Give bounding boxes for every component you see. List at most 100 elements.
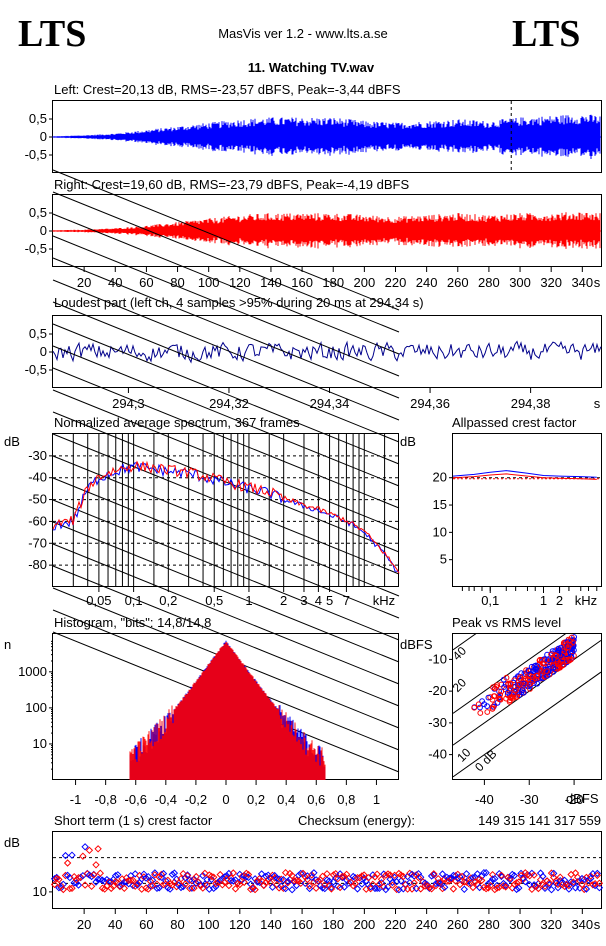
- histogram-ytick-label: 1000: [18, 664, 47, 679]
- short-term-crest-point: [94, 845, 102, 853]
- peak-rms-point: [477, 704, 483, 711]
- short-term-crest-point: [578, 880, 586, 889]
- short-term-crest-point: [251, 885, 259, 894]
- spectrum-series-right: [52, 460, 400, 574]
- short-term-crest-point: [355, 874, 364, 882]
- spectrum-ylabel: dB: [4, 434, 20, 449]
- right-waveform-xtick-label: 160: [291, 275, 313, 290]
- right-waveform-xunit: s: [594, 275, 601, 290]
- peak-rms-point: [571, 652, 577, 659]
- short-term-crest-xtick-label: 320: [540, 917, 562, 932]
- short-term-crest-point: [116, 882, 124, 890]
- short-term-crest-point: [155, 873, 163, 881]
- short-term-crest-point: [358, 880, 366, 888]
- short-term-crest-point: [222, 871, 231, 880]
- short-term-crest-point: [199, 871, 207, 880]
- short-term-crest-point: [595, 879, 604, 887]
- short-term-crest-point: [416, 885, 425, 893]
- short-term-crest-point: [120, 884, 129, 893]
- short-term-crest-point: [281, 868, 290, 877]
- short-term-crest-xtick-label: 240: [416, 917, 438, 932]
- spectrum-slope-line: [52, 477, 400, 619]
- short-term-crest-point: [371, 873, 379, 881]
- short-term-crest-point: [188, 876, 196, 885]
- peak-rms-point: [556, 647, 562, 654]
- short-term-crest-point: [565, 885, 573, 893]
- short-term-crest-point: [427, 872, 436, 880]
- short-term-crest-point: [133, 881, 142, 889]
- spectrum-xtick-label: 3: [300, 593, 307, 608]
- peak-rms-point: [491, 693, 498, 700]
- peak-rms-point: [560, 661, 567, 668]
- right-waveform-xtick-label: 260: [447, 275, 469, 290]
- peak-rms-points: [471, 634, 577, 716]
- peak-rms-point: [528, 663, 535, 670]
- peak-rms-ytick-label: -20: [428, 683, 447, 698]
- short-term-crest-point: [436, 878, 445, 887]
- peak-rms-point: [552, 652, 559, 658]
- short-term-crest-point: [486, 878, 495, 886]
- short-term-crest-point: [549, 869, 558, 878]
- short-term-crest-point: [473, 870, 482, 878]
- short-term-crest-point: [458, 872, 466, 881]
- short-term-crest-point: [192, 872, 200, 881]
- histogram-xtick-label: -0,8: [94, 792, 116, 807]
- peak-rms-diagonal: [453, 639, 601, 746]
- short-term-crest-plot: [52, 831, 602, 909]
- short-term-crest-xtick-label: 340: [571, 917, 593, 932]
- short-term-crest-point: [497, 871, 506, 880]
- peak-rms-point: [545, 657, 552, 663]
- loudest-part-xtick-label: 294,3: [112, 396, 145, 411]
- short-term-crest-point: [595, 883, 604, 892]
- short-term-crest-point: [177, 883, 185, 892]
- peak-rms-point: [523, 667, 529, 673]
- histogram-xtick-label: -0,6: [125, 792, 147, 807]
- short-term-crest-point: [233, 879, 242, 888]
- short-term-crest-point: [188, 884, 196, 892]
- peak-rms-point: [481, 701, 488, 708]
- short-term-crest-point: [55, 883, 63, 892]
- allpassed-crest-ytick-label: 20: [433, 470, 447, 485]
- short-term-crest-point: [151, 871, 159, 879]
- spectrum-ytick-label: -80: [28, 557, 47, 572]
- short-term-crest-point: [81, 881, 89, 889]
- histogram-xtick-label: -1: [70, 792, 82, 807]
- short-term-crest-point: [554, 883, 562, 892]
- short-term-crest-point: [521, 877, 530, 886]
- left-waveform-ytick-label: 0,5: [29, 111, 47, 126]
- short-term-crest-point: [59, 885, 68, 894]
- peak-rms-diag-label: 10: [454, 745, 474, 765]
- short-term-crest-point: [129, 876, 137, 885]
- short-term-crest-point: [148, 876, 157, 885]
- peak-rms-point: [565, 644, 572, 650]
- spectrum-xtick-label: 0,1: [125, 593, 143, 608]
- spectrum-slope-line: [52, 257, 400, 399]
- spectrum-slope-line: [52, 279, 400, 421]
- spectrum-slope-line: [52, 235, 400, 377]
- short-term-crest-point: [312, 884, 320, 892]
- short-term-crest-point: [305, 882, 314, 890]
- short-term-crest-point: [168, 870, 177, 879]
- short-term-crest-point: [76, 873, 85, 882]
- short-term-crest-point: [94, 875, 102, 884]
- short-term-crest-xunit: s: [594, 917, 601, 932]
- short-term-crest-point: [63, 859, 72, 867]
- short-term-crest-point: [66, 884, 74, 893]
- loudest-part-title: Loudest part (left ch, 4 samples >95% du…: [54, 295, 424, 310]
- short-term-crest-point: [321, 884, 329, 893]
- allpassed-xtick-label: 0,1: [481, 593, 499, 608]
- spectrum-xunit: kHz: [373, 593, 395, 608]
- short-term-crest-point: [218, 881, 227, 889]
- histogram-xtick-label: 0,8: [337, 792, 355, 807]
- short-term-crest-point: [384, 870, 392, 878]
- short-term-crest-point: [168, 881, 177, 889]
- histogram-xtick-label: -0,4: [155, 792, 177, 807]
- short-term-crest-point: [410, 879, 418, 887]
- peak-rms-point: [497, 695, 503, 702]
- peak-rms-diag-label: 0 dB: [472, 747, 499, 774]
- short-term-crest-xtick-label: 200: [354, 917, 376, 932]
- allpassed-crest-plot: [452, 433, 602, 587]
- short-term-crest-point: [70, 872, 78, 881]
- short-term-crest-point: [539, 872, 547, 881]
- logo-right: LTS: [512, 13, 580, 55]
